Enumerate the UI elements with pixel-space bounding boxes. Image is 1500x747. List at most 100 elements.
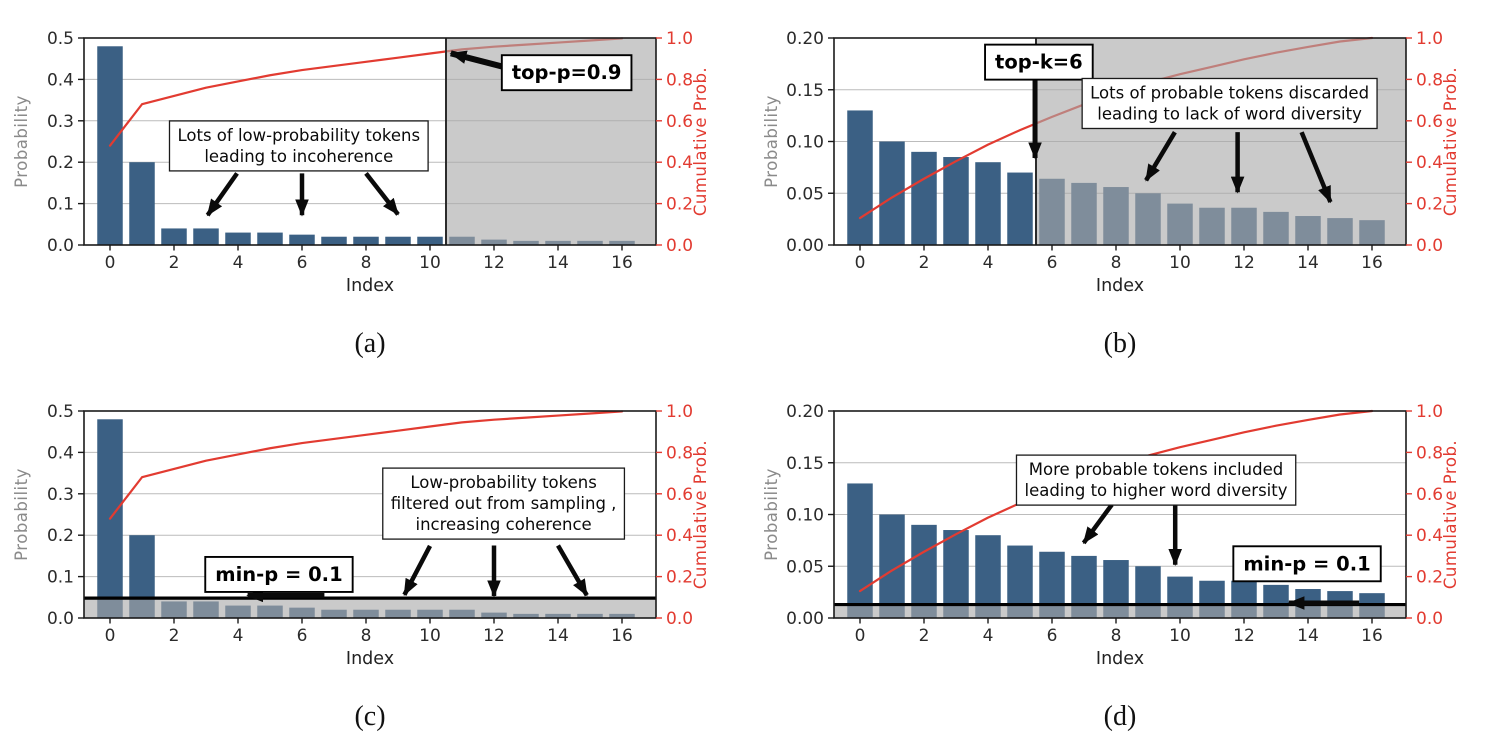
y-tick-label: 0.1 [47,195,74,215]
bar [847,110,873,245]
y-tick-label: 0.5 [47,402,74,422]
annotation-arrow [364,171,400,216]
annotation-text: Lots of probable tokens discarded leading… [1090,83,1369,123]
x-tick-label: 0 [855,626,866,646]
subplot-cell-b: 0 2 4 6 8 10 12 14 16 0.00 0.05 0.10 0.15 0.20 0.0 0.2 0… [750,0,1500,373]
right-tick-label: 0.4 [666,153,693,173]
y-tick-label: 0.20 [786,29,824,49]
x-tick-label: 4 [233,626,244,646]
right-tick-label: 0.2 [666,195,693,215]
y-tick-label: 0.2 [47,526,74,546]
bar [943,157,969,245]
x-tick-label: 10 [419,253,441,273]
x-tick-label: 8 [1111,253,1122,273]
right-tick-label: 0.6 [666,112,693,132]
y-axis-ticks-right: 0.0 0.2 0.4 0.6 0.8 1.0 [1406,29,1443,256]
annotation-text: More probable tokens included leading to … [1024,460,1287,500]
x-axis-ticks: 0 2 4 6 8 10 12 14 16 [855,618,1383,646]
y-tick-label: 0.10 [786,133,824,153]
x-tick-label: 8 [361,626,372,646]
bar [1007,172,1033,245]
x-tick-label: 12 [1233,253,1255,273]
y-tick-label: 0.05 [786,557,824,577]
subplot-cell-a: 0 2 4 6 8 10 12 14 16 0.0 0.1 0.2 0.3 0.4 0.5 0.0 0.2 0.4… [0,0,750,373]
x-tick-label: 16 [1361,626,1383,646]
bar [257,232,283,245]
x-tick-label: 12 [483,626,505,646]
y-axis-label: Probability [762,468,781,561]
bar [129,162,155,245]
annotation-label: min-p = 0.1 [1232,545,1382,583]
x-tick-label: 4 [983,253,994,273]
right-tick-label: 1.0 [666,402,693,422]
annotation-text: top-k=6 [995,51,1083,74]
annotation-text: Lots of low-probability tokens leading to… [177,126,420,166]
x-tick-label: 16 [1361,253,1383,273]
y-tick-label: 0.15 [786,454,824,474]
y-tick-label: 0.00 [786,236,824,256]
x-tick-label: 2 [919,626,930,646]
y-tick-label: 0.20 [786,402,824,422]
shade-region [834,602,1406,618]
x-tick-label: 10 [1169,253,1191,273]
annotation-text: min-p = 0.1 [1243,552,1370,575]
y-tick-label: 0.5 [47,29,74,49]
x-axis-ticks: 0 2 4 6 8 10 12 14 16 [105,618,633,646]
cumulative-line [108,410,624,520]
right-tick-label: 0.6 [1416,112,1443,132]
x-axis-label: Index [346,649,394,669]
annotation-box [204,555,354,593]
y-tick-label: 0.10 [786,506,824,526]
shade-region [1035,38,1406,245]
x-tick-label: 6 [1047,626,1058,646]
annotation-label: min-p = 0.1 [204,555,354,593]
y-tick-label: 0.3 [47,112,74,132]
right-tick-label: 0.4 [666,526,693,546]
right-tick-label: 0.4 [1416,153,1443,173]
x-axis-label: Index [346,276,394,296]
x-axis-label: Index [1096,649,1144,669]
right-tick-label: 1.0 [666,29,693,49]
right-tick-label: 0.2 [1416,195,1443,215]
x-tick-label: 14 [547,253,569,273]
annotation-box [382,467,626,540]
right-axis-label: Cumulative Prob. [691,67,710,216]
plot-background [0,373,750,746]
right-tick-label: 0.8 [666,443,693,463]
y-axis-label: Probability [762,95,781,188]
bar [289,234,315,245]
subplot-a: 0 2 4 6 8 10 12 14 16 0.0 0.1 0.2 0.3 0.4 0.5 0.0 0.2 0.4… [0,0,750,373]
bar [161,228,187,245]
bar [353,236,379,245]
y-tick-label: 0.2 [47,153,74,173]
bar [911,151,937,245]
annotation-label: top-k=6 [984,43,1094,81]
x-tick-label: 4 [233,253,244,273]
right-axis-label: Cumulative Prob. [691,440,710,589]
x-tick-label: 0 [105,253,116,273]
annotation-arrows [205,50,504,217]
y-axis-ticks-left: 0.0 0.1 0.2 0.3 0.4 0.5 [47,402,84,629]
annotation-arrow [1299,131,1333,204]
annotation-box [1232,545,1382,583]
subplot-cell-c: 0 2 4 6 8 10 12 14 16 0.0 0.1 0.2 0.3 0.4 0.5 0.0 0.2 0.4… [0,373,750,746]
y-axis-ticks-right: 0.0 0.2 0.4 0.6 0.8 1.0 [1406,402,1443,629]
x-tick-label: 16 [611,253,633,273]
annotation-box [1015,454,1297,506]
y-axis-ticks-right: 0.0 0.2 0.4 0.6 0.8 1.0 [656,402,693,629]
subplot-caption: (d) [1104,701,1137,732]
right-tick-label: 1.0 [1416,402,1443,422]
x-tick-label: 2 [169,626,180,646]
right-axis-label: Cumulative Prob. [1441,440,1460,589]
x-tick-label: 6 [1047,253,1058,273]
annotation-text: min-p = 0.1 [215,563,342,586]
shade-region [84,596,656,618]
right-tick-label: 0.0 [1416,236,1443,256]
y-axis-ticks-left: 0.0 0.1 0.2 0.3 0.4 0.5 [47,29,84,256]
right-tick-label: 1.0 [1416,29,1443,49]
right-tick-label: 0.8 [666,70,693,90]
x-tick-label: 8 [361,253,372,273]
annotation-arrow [449,50,504,70]
y-axis-ticks-left: 0.00 0.05 0.10 0.15 0.20 [786,29,834,256]
